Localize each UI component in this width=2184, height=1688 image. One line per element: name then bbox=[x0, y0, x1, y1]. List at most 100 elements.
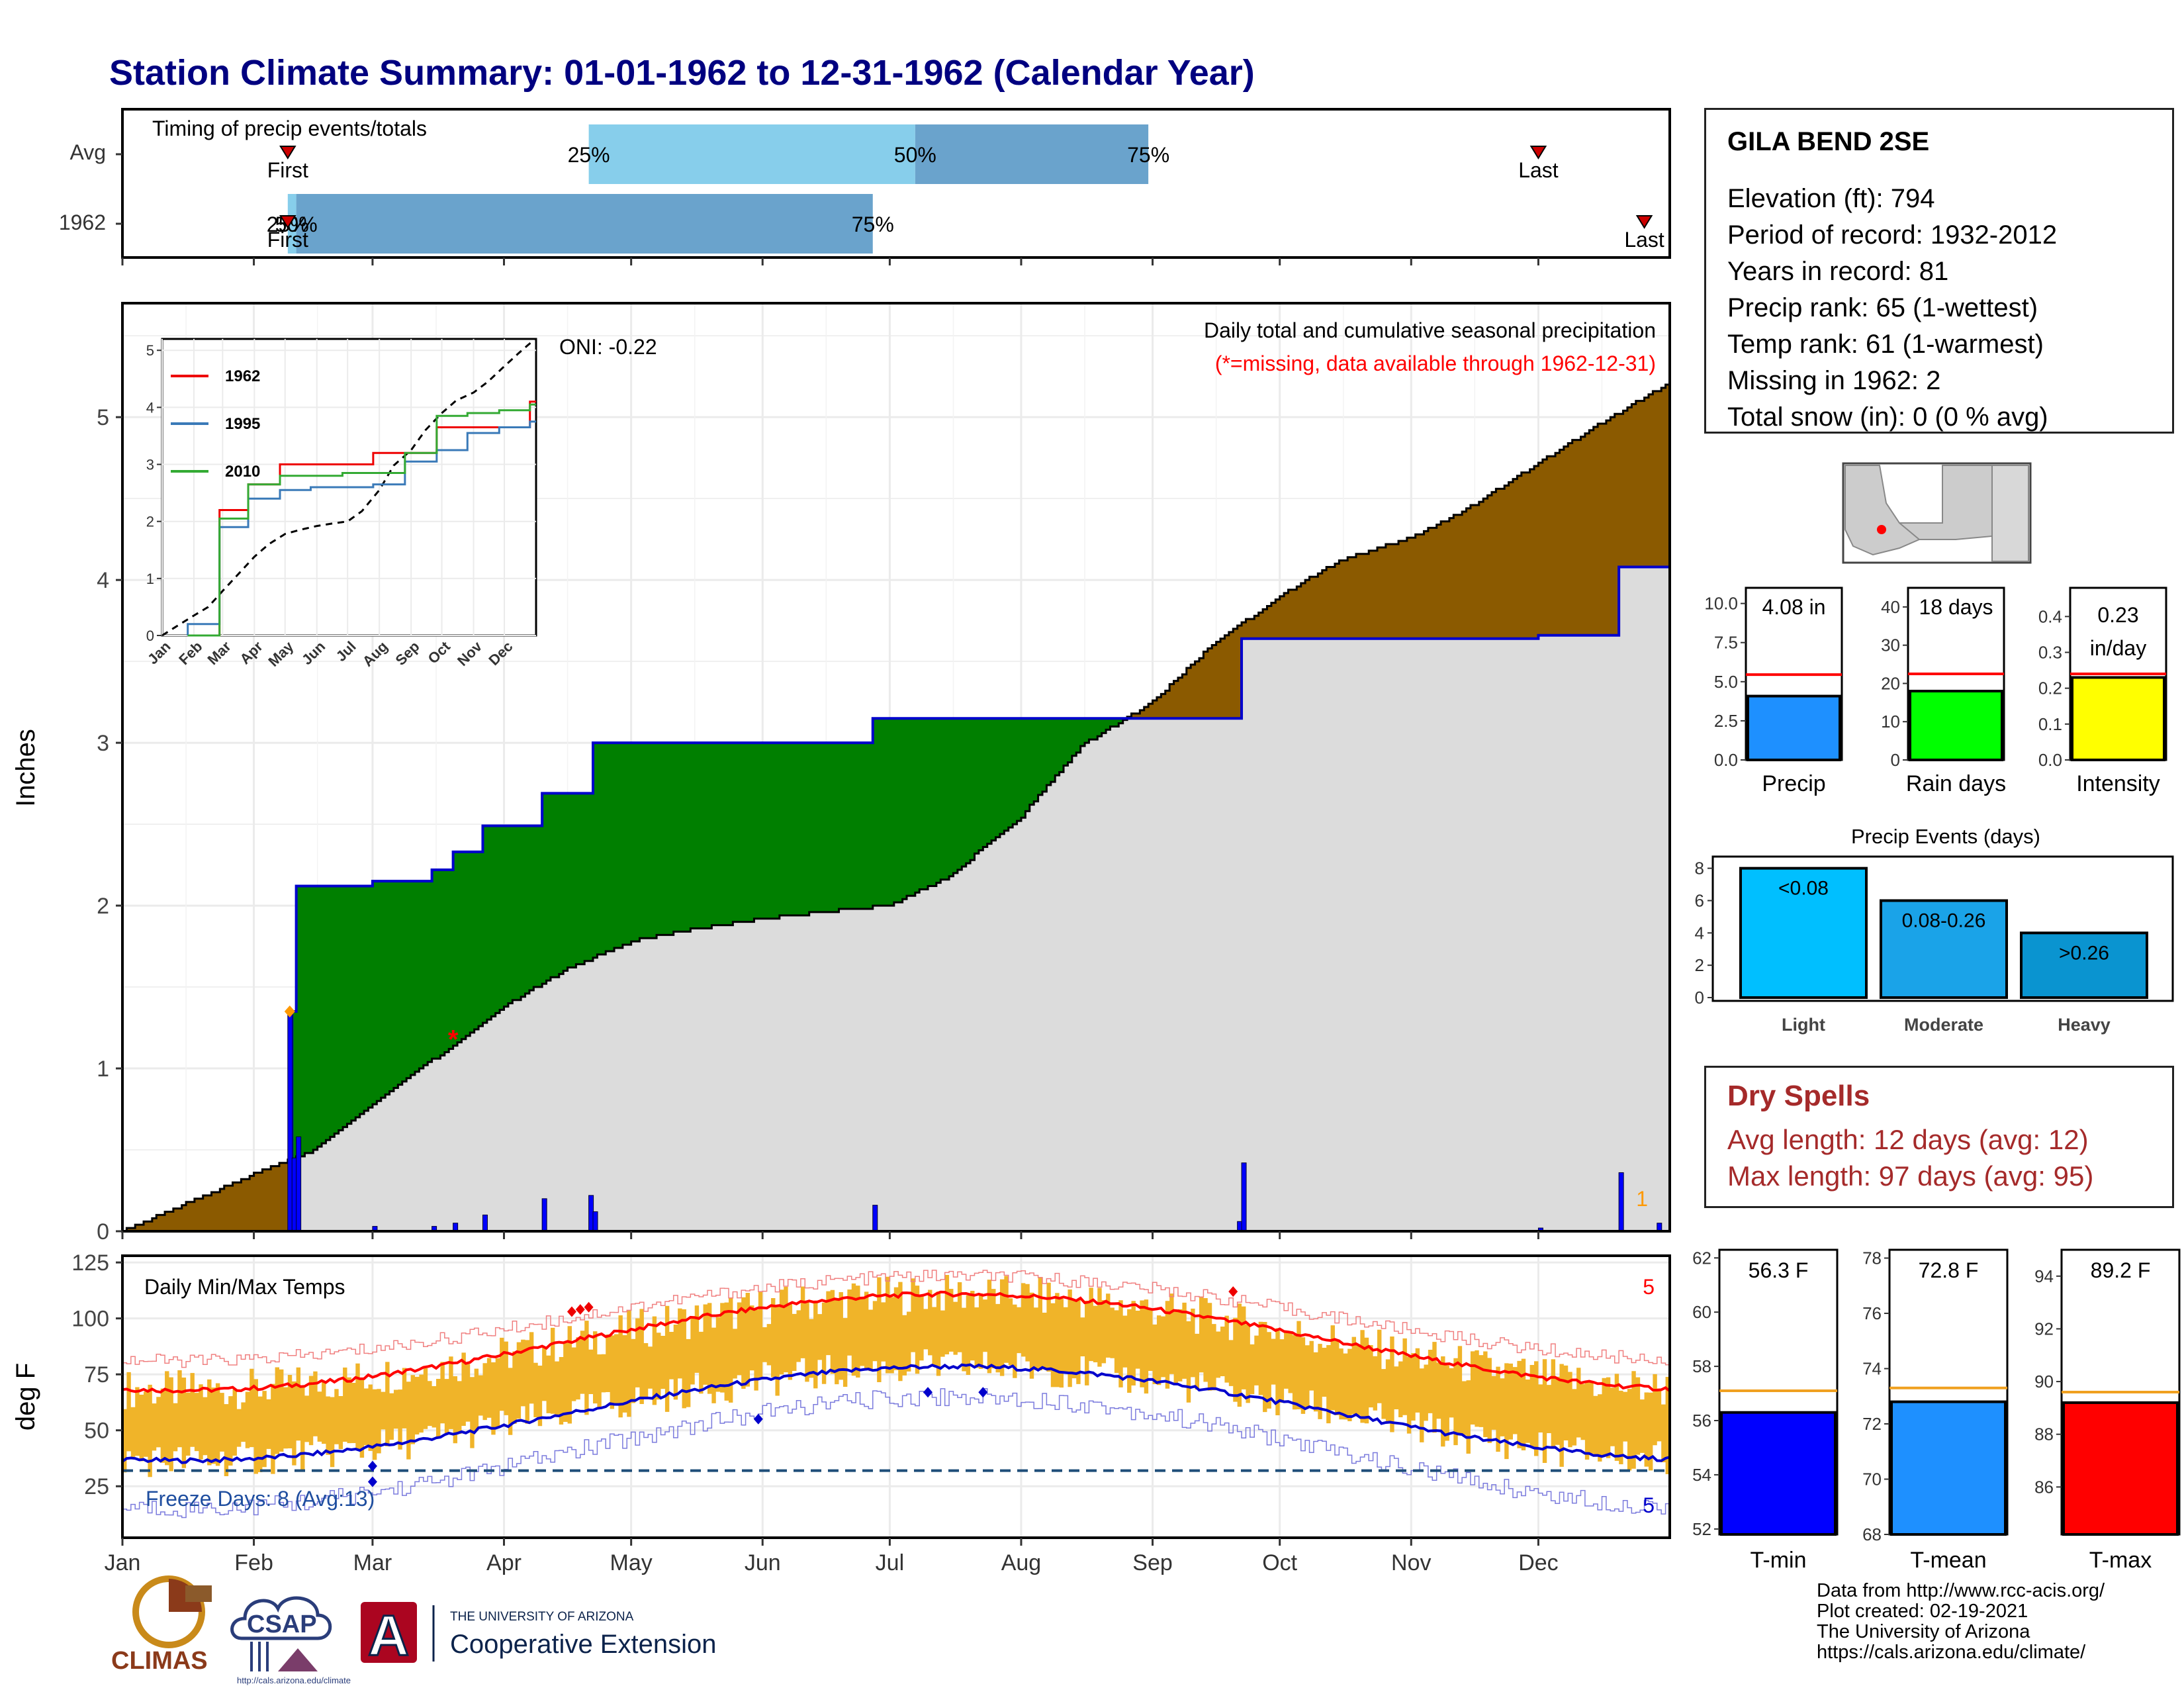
annual-value-label-0: 4.08 in bbox=[1762, 595, 1825, 619]
event-category-label-1: Moderate bbox=[1904, 1015, 1983, 1035]
annual-ytick-label: 7.5 bbox=[1714, 633, 1738, 653]
daily-precip-bar bbox=[1241, 1162, 1247, 1232]
temp-annual-ytick-label: 52 bbox=[1692, 1519, 1711, 1539]
month-label-may: May bbox=[610, 1550, 653, 1575]
credit-university: The University of Arizona bbox=[1817, 1621, 2030, 1642]
ua-logo: A THE UNIVERSITY OF ARIZONA Cooperative … bbox=[361, 1602, 716, 1669]
daily-precip-bar bbox=[541, 1198, 547, 1232]
inset-ytick-label: 1 bbox=[146, 571, 154, 587]
annual-ytick-label: 0.4 bbox=[2038, 606, 2062, 626]
record-high-marker bbox=[567, 1306, 576, 1317]
events-ytick-label: 6 bbox=[1695, 890, 1704, 910]
timing-bar-50-75-Avg bbox=[915, 124, 1149, 184]
annual-value-label-1: 18 days bbox=[1919, 595, 1993, 619]
record-high-marker bbox=[584, 1301, 594, 1313]
climas-logo-text: CLIMAS bbox=[111, 1647, 208, 1675]
annual-value-label-2: 0.23 bbox=[2097, 603, 2138, 627]
timing-pct-2-Avg: 75% bbox=[1127, 143, 1169, 167]
first-label-1962: First bbox=[267, 228, 308, 252]
temp-annual-ytick-label: 60 bbox=[1692, 1302, 1711, 1322]
annual-ytick-label: 0.1 bbox=[2038, 714, 2062, 734]
precip-ytick-label: 1 bbox=[97, 1056, 109, 1082]
annual-ytick-label: 30 bbox=[1881, 635, 1900, 655]
timing-pct-2-1962: 75% bbox=[852, 212, 894, 236]
csap-logo: CSAP http://cals.arizona.edu/climate bbox=[230, 1596, 351, 1685]
events-ytick-label: 8 bbox=[1695, 859, 1704, 878]
temp-annual-category-2: T-max bbox=[2089, 1548, 2152, 1573]
average-min-temp-line bbox=[121, 1363, 1670, 1464]
inset-ytick-label: 0 bbox=[146, 628, 154, 644]
month-label-sep: Sep bbox=[1132, 1550, 1173, 1575]
temp-annual-bar-t-mean bbox=[1890, 1400, 2007, 1536]
logos: CLIMAS CSAP http://cals.arizona.edu/clim… bbox=[111, 1575, 716, 1685]
cold-days-count: 5 bbox=[1643, 1493, 1655, 1517]
annual-ytick-label: 0.2 bbox=[2038, 679, 2062, 698]
precip-count-label: 1 bbox=[1636, 1187, 1648, 1211]
temp-annual-ytick-label: 78 bbox=[1862, 1248, 1882, 1268]
credit-date: Plot created: 02-19-2021 bbox=[1817, 1601, 2028, 1622]
station-name: GILA BEND 2SE bbox=[1727, 127, 1930, 156]
annual-category-label-2: Intensity bbox=[2076, 771, 2160, 796]
hot-days-count: 5 bbox=[1643, 1275, 1655, 1299]
precip-average-line bbox=[122, 383, 1670, 1233]
event-category-label-2: Heavy bbox=[2058, 1015, 2111, 1035]
ua-line1: THE UNIVERSITY OF ARIZONA bbox=[450, 1610, 634, 1624]
annual-ytick-label: 40 bbox=[1881, 597, 1900, 617]
annual-ytick-label: 2.5 bbox=[1714, 711, 1738, 731]
temp-annual-ytick-label: 68 bbox=[1862, 1524, 1882, 1544]
average-max-temp-line bbox=[122, 1290, 1671, 1394]
precip-panel: * 0 1 2 3 4 5 Inches Daily total and cumulati… bbox=[11, 302, 1671, 1244]
record-min-line bbox=[122, 1387, 1670, 1519]
inset-ytick-label: 2 bbox=[146, 514, 154, 530]
annual-bar-precip bbox=[1747, 694, 1841, 761]
event-bar-moderate bbox=[1880, 899, 2008, 1000]
station-period: Period of record: 1932-2012 bbox=[1727, 220, 2058, 250]
record-max-line bbox=[122, 1270, 1670, 1368]
event-bar-label-1: 0.08-0.26 bbox=[1902, 910, 1986, 931]
inset-series-line-2010 bbox=[187, 403, 536, 637]
event-bar-heavy bbox=[2020, 931, 2148, 999]
temp-ytick-label: 100 bbox=[71, 1307, 109, 1332]
precip-normal-area bbox=[122, 567, 1670, 1231]
ua-letter: A bbox=[368, 1604, 409, 1667]
station-precip-rank: Precip rank: 65 (1-wettest) bbox=[1727, 293, 2038, 322]
annual-ytick-label: 20 bbox=[1881, 673, 1900, 693]
inset-ytick-label: 5 bbox=[146, 342, 154, 359]
temp-annual-bar-t-min bbox=[1720, 1411, 1837, 1536]
timing-bar-25-50-1962 bbox=[287, 194, 296, 254]
inset-ytick-label: 3 bbox=[146, 457, 154, 473]
last-label-Avg: Last bbox=[1518, 158, 1559, 182]
temp-annual-ytick-label: 74 bbox=[1862, 1359, 1882, 1379]
page-title: Station Climate Summary: 01-01-1962 to 1… bbox=[109, 53, 1255, 93]
temp-title: Daily Min/Max Temps bbox=[144, 1275, 345, 1299]
temp-annual-ytick-label: 56 bbox=[1692, 1411, 1711, 1430]
annual-ytick-label: 0 bbox=[1891, 750, 1900, 770]
csap-logo-text: CSAP bbox=[247, 1611, 317, 1638]
station-location-marker bbox=[1877, 525, 1886, 534]
annual-bar-rain-days bbox=[1909, 690, 2003, 761]
station-info-box: GILA BEND 2SE Elevation (ft): 794 Period… bbox=[1704, 108, 2174, 434]
month-label-jan: Jan bbox=[105, 1550, 141, 1575]
daily-precip-bar bbox=[872, 1205, 878, 1232]
temp-annual-ytick-label: 92 bbox=[2034, 1319, 2054, 1338]
dry-spells-avg: Avg length: 12 days (avg: 12) bbox=[1727, 1124, 2089, 1155]
timing-pct-0-Avg: 25% bbox=[568, 143, 610, 167]
month-label-dec: Dec bbox=[1518, 1550, 1558, 1575]
month-label-nov: Nov bbox=[1391, 1550, 1431, 1575]
csap-url: http://cals.arizona.edu/climate bbox=[237, 1675, 351, 1685]
temp-annual-ytick-label: 54 bbox=[1692, 1465, 1711, 1485]
annual-category-label-0: Precip bbox=[1762, 771, 1825, 796]
temp-annual-value-2: 89.2 F bbox=[2091, 1258, 2151, 1282]
station-elevation: Elevation (ft): 794 bbox=[1727, 184, 1935, 213]
temp-annual-ytick-label: 94 bbox=[2034, 1266, 2054, 1286]
month-label-oct: Oct bbox=[1262, 1550, 1297, 1575]
temp-annual-category-0: T-min bbox=[1751, 1548, 1807, 1573]
dry-spells-max: Max length: 97 days (avg: 95) bbox=[1727, 1160, 2094, 1192]
precip-ytick-label: 5 bbox=[97, 405, 109, 430]
annual-ytick-label: 0.0 bbox=[1714, 750, 1738, 770]
annual-ytick-label: 10 bbox=[1881, 712, 1900, 731]
first-marker-1962 bbox=[279, 215, 296, 229]
event-bar-light bbox=[1739, 867, 1868, 999]
timing-bar-25-50-Avg bbox=[588, 124, 915, 184]
precip-annotation-missing: (*=missing, data available through 1962-… bbox=[1215, 352, 1656, 375]
